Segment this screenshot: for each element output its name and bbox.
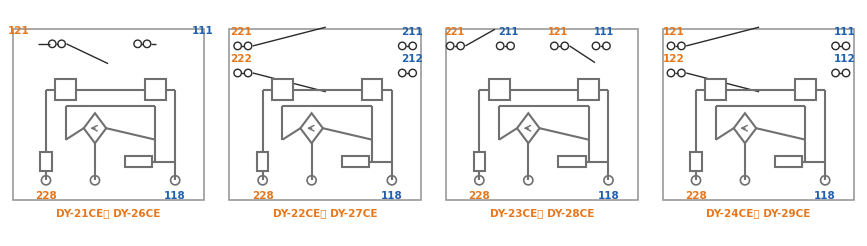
Bar <box>13 29 205 200</box>
Text: 228: 228 <box>251 191 274 201</box>
Bar <box>775 156 802 167</box>
Bar <box>40 152 52 171</box>
Bar <box>795 79 816 100</box>
Text: 111: 111 <box>594 27 615 37</box>
Text: DY-23CE， DY-28CE: DY-23CE， DY-28CE <box>490 209 594 219</box>
Text: 111: 111 <box>834 27 856 37</box>
Text: 121: 121 <box>663 27 685 37</box>
Bar <box>662 29 854 200</box>
Bar <box>145 79 166 100</box>
Text: 212: 212 <box>401 54 422 64</box>
Text: 228: 228 <box>685 191 707 201</box>
Text: DY-21CE， DY-26CE: DY-21CE， DY-26CE <box>56 209 160 219</box>
Text: 222: 222 <box>230 54 251 64</box>
Bar <box>55 79 76 100</box>
Bar <box>558 156 585 167</box>
Text: 122: 122 <box>663 54 685 64</box>
Text: 221: 221 <box>444 27 465 37</box>
Text: 118: 118 <box>814 191 836 201</box>
Bar <box>690 152 701 171</box>
Bar <box>125 156 153 167</box>
Text: 121: 121 <box>548 27 569 37</box>
Bar <box>362 79 382 100</box>
Text: DY-22CE， DY-27CE: DY-22CE， DY-27CE <box>273 209 377 219</box>
Text: 221: 221 <box>230 27 251 37</box>
Text: 118: 118 <box>381 191 402 201</box>
Bar <box>473 152 485 171</box>
Text: 211: 211 <box>499 27 518 37</box>
Text: 228: 228 <box>36 191 57 201</box>
Bar <box>272 79 293 100</box>
Text: 118: 118 <box>164 191 186 201</box>
Text: 228: 228 <box>468 191 490 201</box>
Bar <box>446 29 637 200</box>
Bar <box>489 79 510 100</box>
Bar <box>342 156 369 167</box>
Text: 211: 211 <box>401 27 422 37</box>
Text: 118: 118 <box>597 191 619 201</box>
Bar <box>706 79 727 100</box>
Text: 112: 112 <box>834 54 856 64</box>
Text: 111: 111 <box>192 26 213 35</box>
Bar <box>257 152 269 171</box>
Bar <box>578 79 599 100</box>
Text: 121: 121 <box>8 26 29 35</box>
Bar <box>230 29 421 200</box>
Text: DY-24CE， DY-29CE: DY-24CE， DY-29CE <box>707 209 811 219</box>
